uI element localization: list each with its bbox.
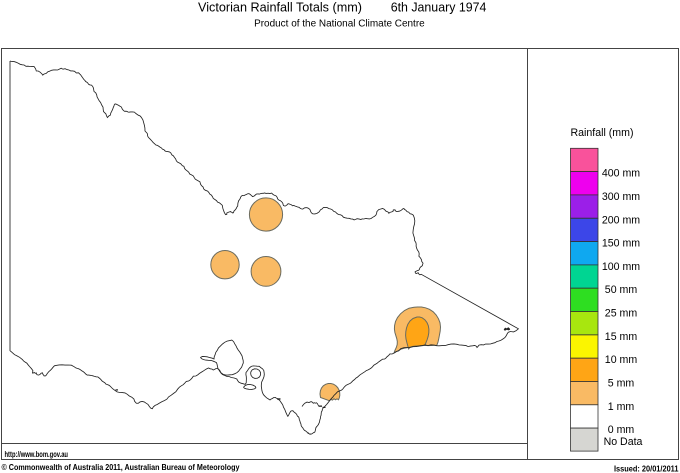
svg-text:Issued: 20/01/2011: Issued: 20/01/2011 [614,464,679,473]
svg-text:Product of the National Climat: Product of the National Climate Centre [254,19,425,30]
svg-text:Victorian Rainfall Totals (mm): Victorian Rainfall Totals (mm) [198,1,362,15]
svg-text:http://www.bom.gov.au: http://www.bom.gov.au [5,449,69,459]
svg-text:50 mm: 50 mm [605,284,638,296]
svg-text:25 mm: 25 mm [605,308,638,320]
svg-text:400 mm: 400 mm [602,168,640,180]
svg-text:© Commonwealth of Australia 20: © Commonwealth of Australia 2011, Austra… [2,463,240,472]
svg-text:No Data: No Data [604,436,643,448]
svg-text:6th January 1974: 6th January 1974 [391,1,487,15]
svg-text:5 mm: 5 mm [608,378,635,390]
svg-text:200 mm: 200 mm [602,214,640,226]
svg-text:0 mm: 0 mm [608,424,635,436]
svg-text:150 mm: 150 mm [602,238,640,250]
svg-text:1 mm: 1 mm [608,401,635,413]
svg-text:15 mm: 15 mm [605,331,638,343]
svg-text:300 mm: 300 mm [602,191,640,203]
svg-text:Rainfall (mm): Rainfall (mm) [571,127,634,139]
svg-text:10 mm: 10 mm [605,354,638,366]
svg-text:100 mm: 100 mm [602,261,640,273]
